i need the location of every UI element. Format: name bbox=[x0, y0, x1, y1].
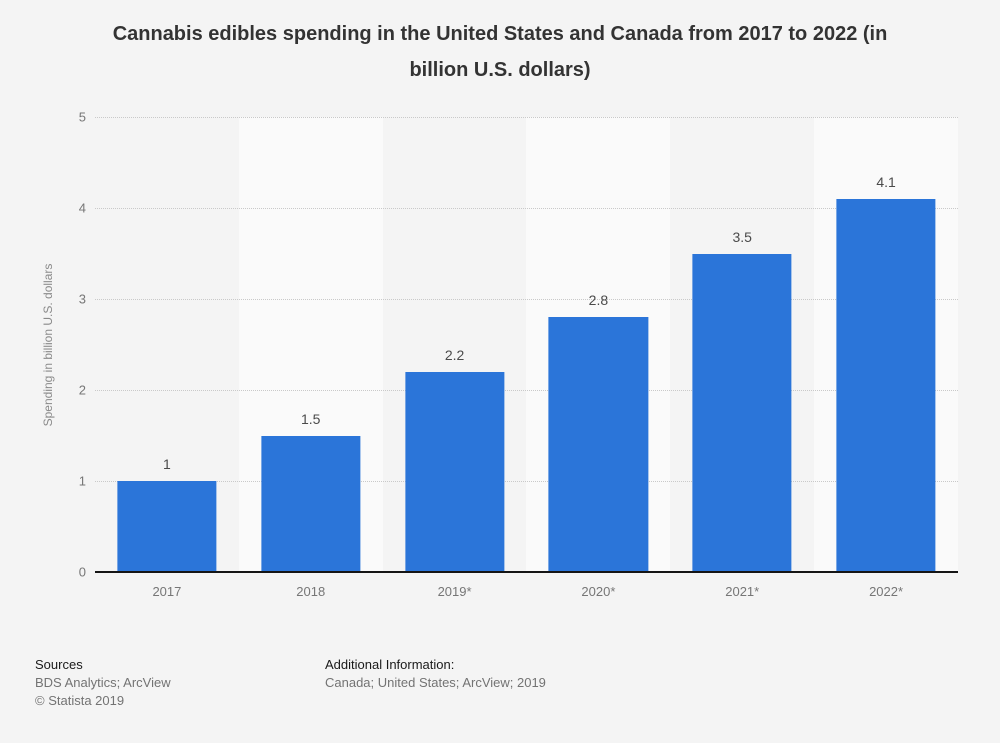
x-tick-label: 2018 bbox=[296, 584, 326, 599]
y-axis-ticks: 0 1 2 3 4 5 bbox=[50, 110, 86, 580]
sources-line: BDS Analytics; ArcView bbox=[35, 675, 171, 690]
y-tick-label: 3 bbox=[78, 291, 86, 307]
y-tick-label: 1 bbox=[78, 473, 86, 489]
y-tick-label: 4 bbox=[78, 200, 86, 216]
gridline bbox=[95, 208, 958, 209]
additional-info-label: Additional Information: bbox=[325, 657, 455, 672]
gridline bbox=[95, 117, 958, 118]
y-tick-label: 2 bbox=[78, 382, 86, 398]
bar-2021* bbox=[692, 253, 792, 572]
chart-column: 2.2 bbox=[383, 117, 527, 572]
bar-value-label: 4.1 bbox=[876, 173, 896, 190]
bar-value-label: 1.5 bbox=[301, 410, 321, 427]
bar-2019* bbox=[404, 371, 505, 572]
bar-2022* bbox=[836, 198, 936, 572]
gridline bbox=[95, 390, 958, 391]
x-tick-label: 2017 bbox=[152, 584, 182, 599]
bar-value-label: 1 bbox=[163, 456, 171, 472]
bar-value-label: 2.8 bbox=[588, 292, 609, 309]
chart-column: 2.8 bbox=[526, 117, 671, 572]
y-tick-label: 5 bbox=[78, 109, 86, 125]
bar-value-label: 2.2 bbox=[444, 346, 465, 363]
x-tick-label: 2020* bbox=[581, 584, 616, 599]
x-axis-line bbox=[95, 571, 958, 573]
chart-column: 1.5 bbox=[238, 117, 383, 572]
additional-info-line: Canada; United States; ArcView; 2019 bbox=[325, 675, 546, 690]
additional-info-block: Additional Information: Canada; United S… bbox=[325, 656, 546, 692]
x-tick-label: 2021* bbox=[725, 584, 760, 599]
chart-column: 1 bbox=[95, 117, 239, 572]
bar-2017 bbox=[117, 481, 217, 572]
plot-area: 1 1.5 2.2 2.8 3.5 4.1 bbox=[95, 117, 958, 573]
x-axis-labels: 2017 2018 2019* 2020* 2021* 2022* bbox=[95, 584, 958, 599]
bar-2018 bbox=[261, 435, 361, 572]
gridline bbox=[95, 481, 958, 482]
sources-label: Sources bbox=[35, 657, 83, 672]
x-tick-label: 2019* bbox=[437, 584, 472, 599]
chart-title: Cannabis edibles spending in the United … bbox=[112, 23, 888, 81]
sources-block: Sources BDS Analytics; ArcView © Statist… bbox=[35, 656, 171, 710]
chart-column: 3.5 bbox=[670, 117, 814, 572]
bar-2020* bbox=[548, 317, 649, 572]
copyright-line: © Statista 2019 bbox=[35, 693, 125, 708]
gridline bbox=[95, 299, 958, 300]
bar-value-label: 3.5 bbox=[732, 228, 752, 245]
y-tick-label: 0 bbox=[78, 564, 86, 580]
x-tick-label: 2022* bbox=[869, 584, 904, 599]
chart-column: 4.1 bbox=[814, 117, 958, 572]
